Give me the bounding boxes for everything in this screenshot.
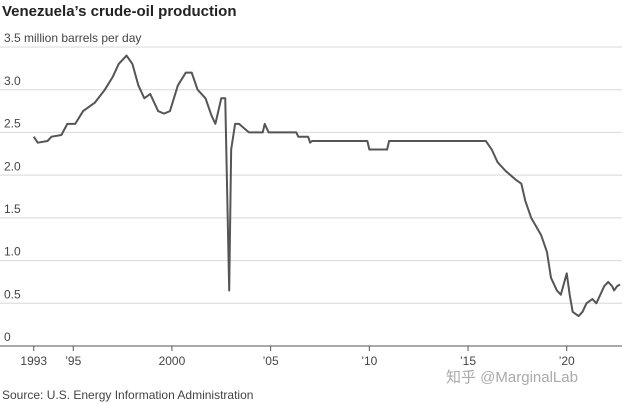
x-tick-label: ’15 xyxy=(460,354,476,368)
x-tick-label: ’95 xyxy=(65,354,81,368)
y-tick-label: 1.5 xyxy=(4,202,21,216)
y-tick-label: 1.0 xyxy=(4,245,21,259)
y-tick-label: 0 xyxy=(4,330,11,344)
data-line xyxy=(32,54,621,318)
watermark: 知乎 @MarginalLab xyxy=(446,369,578,386)
y-tick-label: 0.5 xyxy=(4,287,21,301)
y-tick-label: 2.5 xyxy=(4,117,21,131)
chart-title: Venezuela’s crude-oil production xyxy=(2,3,237,20)
x-tick-label: 1993 xyxy=(20,354,47,368)
source-note: Source: U.S. Energy Information Administ… xyxy=(2,388,253,402)
y-tick-label: 2.0 xyxy=(4,159,21,173)
x-tick-label: ’05 xyxy=(263,354,279,368)
y-tick-label: 3.0 xyxy=(4,74,21,88)
x-tick-label: ’10 xyxy=(361,354,377,368)
x-tick-label: ’20 xyxy=(559,354,575,368)
x-tick-label: 2000 xyxy=(159,354,186,368)
y-tick-label: 3.5 million barrels per day xyxy=(4,31,141,45)
